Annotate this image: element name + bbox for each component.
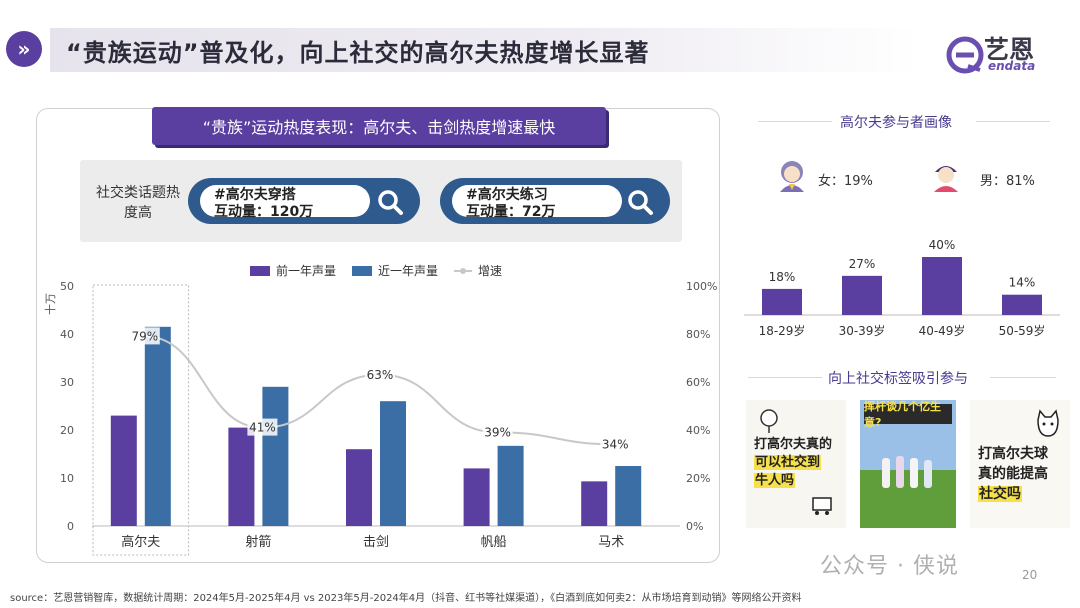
search-icon bbox=[376, 188, 404, 216]
bar-recent-year bbox=[145, 327, 171, 526]
divider bbox=[976, 121, 1050, 122]
post-banner: 挥杆谈几个亿生意? bbox=[864, 404, 952, 424]
divider bbox=[990, 377, 1056, 378]
age-bar bbox=[922, 257, 962, 315]
growth-label: 41% bbox=[249, 421, 276, 435]
age-distribution-chart: 18% 18-29岁 27% 30-39岁 40% 40-49岁 14% 50-59岁 bbox=[740, 232, 1070, 342]
y2-tick-label: 0% bbox=[686, 520, 703, 533]
age-value-label: 40% bbox=[929, 238, 956, 252]
x-tick-label: 击剑 bbox=[363, 534, 389, 550]
bar-prev-year bbox=[464, 468, 490, 526]
age-value-label: 18% bbox=[769, 270, 796, 284]
cat-icon bbox=[1032, 408, 1064, 440]
bar-prev-year bbox=[346, 449, 372, 526]
age-value-label: 27% bbox=[849, 257, 876, 271]
growth-label: 34% bbox=[602, 437, 629, 451]
female-share: 女：19% bbox=[818, 170, 873, 189]
highlight-box bbox=[93, 285, 189, 555]
age-value-label: 14% bbox=[1009, 276, 1036, 290]
topic-metric: 互动量：120万 bbox=[214, 204, 370, 221]
social-post-thumbnail[interactable]: 打高尔夫真的 可以社交到 牛人吗 bbox=[746, 400, 846, 528]
page-number: 20 bbox=[1022, 568, 1037, 582]
y2-tick-label: 100% bbox=[686, 280, 717, 293]
logo-text-en: endata bbox=[988, 59, 1035, 73]
age-category-label: 40-49岁 bbox=[919, 323, 966, 338]
chart-panel-title: “贵族”运动热度表现：高尔夫、击剑热度增速最快 bbox=[152, 107, 606, 145]
legend-swatch bbox=[250, 266, 270, 276]
topic-pill-golf-outfit[interactable]: #高尔夫穿搭 互动量：120万 bbox=[188, 178, 420, 224]
x-tick-label: 马术 bbox=[598, 535, 624, 550]
bar-prev-year bbox=[111, 416, 137, 526]
person-figure bbox=[896, 456, 904, 488]
x-tick-label: 射箭 bbox=[245, 534, 271, 550]
topic-tag: #高尔夫穿搭 bbox=[214, 187, 370, 204]
watermark: 公众号 · 侠说 bbox=[820, 548, 959, 580]
divider bbox=[758, 121, 832, 122]
portrait-title: 高尔夫参与者画像 bbox=[840, 112, 952, 132]
social-post-thumbnail[interactable]: 打高尔夫球 真的能提高 社交吗 bbox=[970, 400, 1070, 528]
cart-icon bbox=[810, 492, 836, 516]
legend-label: 增速 bbox=[478, 264, 502, 278]
volume-growth-chart: 0 10 20 30 40 50 0% 20% 40% 60% 80% 100% 十万 前一年声量 近一年声… bbox=[40, 260, 720, 560]
y2-tick-label: 80% bbox=[686, 328, 710, 341]
topic-pill-text: #高尔夫穿搭 互动量：120万 bbox=[200, 185, 370, 217]
bar-prev-year bbox=[581, 481, 607, 526]
bar-recent-year bbox=[615, 466, 641, 526]
female-avatar-icon bbox=[774, 158, 810, 194]
legend-swatch bbox=[352, 266, 372, 276]
person-figure bbox=[924, 460, 932, 488]
y2-tick-label: 60% bbox=[686, 376, 710, 389]
search-icon bbox=[626, 188, 654, 216]
double-chevron-right-icon: » bbox=[6, 31, 42, 67]
age-bar bbox=[1002, 295, 1042, 315]
social-title: 向上社交标签吸引参与 bbox=[828, 368, 968, 388]
y2-tick-label: 20% bbox=[686, 472, 710, 485]
y-tick-label: 30 bbox=[60, 376, 74, 389]
y-tick-label: 10 bbox=[60, 472, 74, 485]
y2-tick-label: 40% bbox=[686, 424, 710, 437]
x-tick-label: 高尔夫 bbox=[121, 534, 160, 550]
growth-label: 79% bbox=[131, 329, 158, 343]
topic-tag: #高尔夫练习 bbox=[466, 187, 622, 204]
bar-recent-year bbox=[262, 387, 288, 526]
grass bbox=[860, 470, 956, 528]
endata-logo-icon bbox=[946, 36, 984, 74]
legend-marker bbox=[460, 268, 466, 274]
age-bar bbox=[842, 276, 882, 315]
age-category-label: 50-59岁 bbox=[999, 323, 1046, 338]
bar-recent-year bbox=[380, 401, 406, 526]
y-axis-label: 十万 bbox=[43, 293, 57, 315]
source-note: source：艺恩营销智库，数据统计周期：2024年5月-2025年4月 vs … bbox=[10, 589, 802, 604]
y-tick-label: 50 bbox=[60, 280, 74, 293]
golf-ball-icon bbox=[758, 408, 780, 434]
topic-pill-golf-practice[interactable]: #高尔夫练习 互动量：72万 bbox=[440, 178, 670, 224]
bar-prev-year bbox=[228, 428, 254, 526]
bar-recent-year bbox=[498, 446, 524, 526]
age-category-label: 18-29岁 bbox=[759, 323, 806, 338]
person-figure bbox=[882, 458, 890, 488]
legend-label: 近一年声量 bbox=[378, 264, 438, 278]
x-tick-label: 帆船 bbox=[481, 535, 507, 550]
y-tick-label: 0 bbox=[67, 520, 74, 533]
male-share: 男：81% bbox=[980, 170, 1035, 189]
growth-label: 63% bbox=[367, 368, 394, 382]
person-figure bbox=[910, 458, 918, 488]
y-tick-label: 20 bbox=[60, 424, 74, 437]
male-avatar-icon bbox=[928, 158, 964, 194]
topic-pill-text: #高尔夫练习 互动量：72万 bbox=[452, 185, 622, 217]
growth-label: 39% bbox=[484, 425, 511, 439]
age-bar bbox=[762, 289, 802, 315]
page-title: “贵族运动”普及化，向上社交的高尔夫热度增长显著 bbox=[66, 33, 650, 68]
age-category-label: 30-39岁 bbox=[839, 323, 886, 338]
y-tick-label: 40 bbox=[60, 328, 74, 341]
topic-metric: 互动量：72万 bbox=[466, 204, 622, 221]
post-text: 打高尔夫球 真的能提高 社交吗 bbox=[978, 444, 1048, 504]
topic-label: 社交类话题热度高 bbox=[96, 183, 180, 223]
post-text: 打高尔夫真的 可以社交到 牛人吗 bbox=[754, 436, 832, 490]
social-post-thumbnail[interactable]: 挥杆谈几个亿生意? bbox=[860, 400, 956, 528]
legend-label: 前一年声量 bbox=[276, 263, 336, 278]
divider bbox=[748, 377, 822, 378]
